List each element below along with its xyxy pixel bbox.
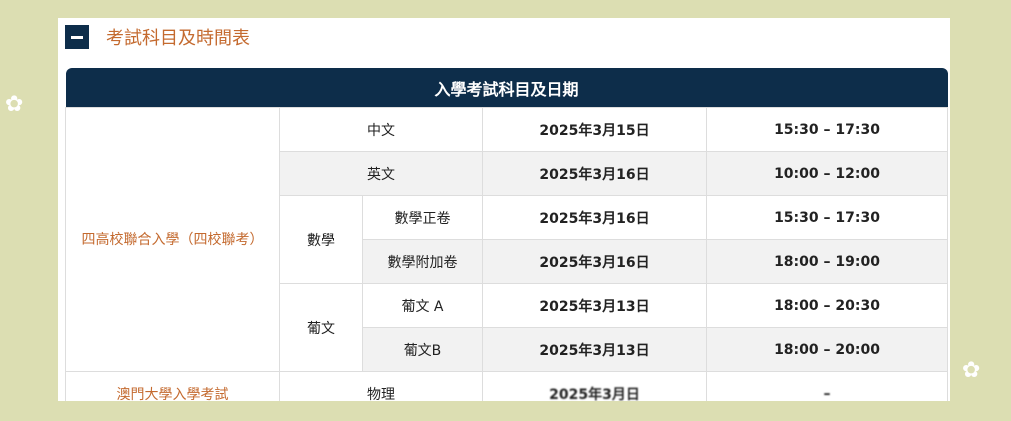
table-row: 數學 數學正卷 2025年3月16日 15:30 – 17:30 <box>66 195 948 284</box>
group-label: 澳門大學入學考試 <box>65 371 280 401</box>
table-row: 數學附加卷 2025年3月16日 18:00 – 19:00 <box>66 239 948 284</box>
table-row: 澳門大學入學考試 物理 2025年3月日 – <box>65 371 948 401</box>
schedule-card: 考試科目及時間表 入學考試科目及日期 四高校聯合入學（四校聯考） 中文 2025… <box>58 18 950 401</box>
date-cell: 2025年3月13日 <box>482 283 707 328</box>
subject-cell: 物理 <box>279 371 483 401</box>
date-cell: 2025年3月16日 <box>482 239 707 284</box>
flower-decoration: ✿ <box>962 358 981 383</box>
date-cell: 2025年3月16日 <box>482 195 707 240</box>
subject-cell: 數學附加卷 <box>362 239 483 284</box>
time-cell: 10:00 – 12:00 <box>706 151 948 196</box>
time-cell: – <box>706 371 948 401</box>
flower-decoration: ✿ <box>5 92 24 117</box>
table-row: 葡文B 2025年3月13日 18:00 – 20:00 <box>66 327 948 372</box>
group-label: 四高校聯合入學（四校聯考） <box>65 107 280 372</box>
subject-cell: 英文 <box>279 151 483 196</box>
date-cell: 2025年3月13日 <box>482 327 707 372</box>
time-cell: 18:00 – 20:00 <box>706 327 948 372</box>
subject-cell: 中文 <box>279 107 483 152</box>
table-row: 葡文 葡文 A 2025年3月13日 18:00 – 20:30 <box>66 283 948 372</box>
subject-group-cell: 數學 <box>279 195 363 284</box>
subject-cell: 葡文B <box>362 327 483 372</box>
section-title: 考試科目及時間表 <box>106 28 250 49</box>
table-row: 英文 2025年3月16日 10:00 – 12:00 <box>66 151 948 196</box>
date-cell: 2025年3月16日 <box>482 151 707 196</box>
time-cell: 18:00 – 19:00 <box>706 239 948 284</box>
collapse-toggle-minus-icon[interactable] <box>65 25 89 49</box>
date-cell: 2025年3月15日 <box>482 107 707 152</box>
subject-cell: 數學正卷 <box>362 195 483 240</box>
subject-group-cell: 葡文 <box>279 283 363 372</box>
time-cell: 15:30 – 17:30 <box>706 107 948 152</box>
time-cell: 18:00 – 20:30 <box>706 283 948 328</box>
time-cell: 15:30 – 17:30 <box>706 195 948 240</box>
exam-schedule-table: 入學考試科目及日期 四高校聯合入學（四校聯考） 中文 2025年3月15日 15… <box>65 68 948 401</box>
subject-cell: 葡文 A <box>362 283 483 328</box>
table-header: 入學考試科目及日期 <box>65 68 948 108</box>
date-cell: 2025年3月日 <box>482 371 707 401</box>
table-row: 四高校聯合入學（四校聯考） 中文 2025年3月15日 15:30 – 17:3… <box>65 107 948 372</box>
